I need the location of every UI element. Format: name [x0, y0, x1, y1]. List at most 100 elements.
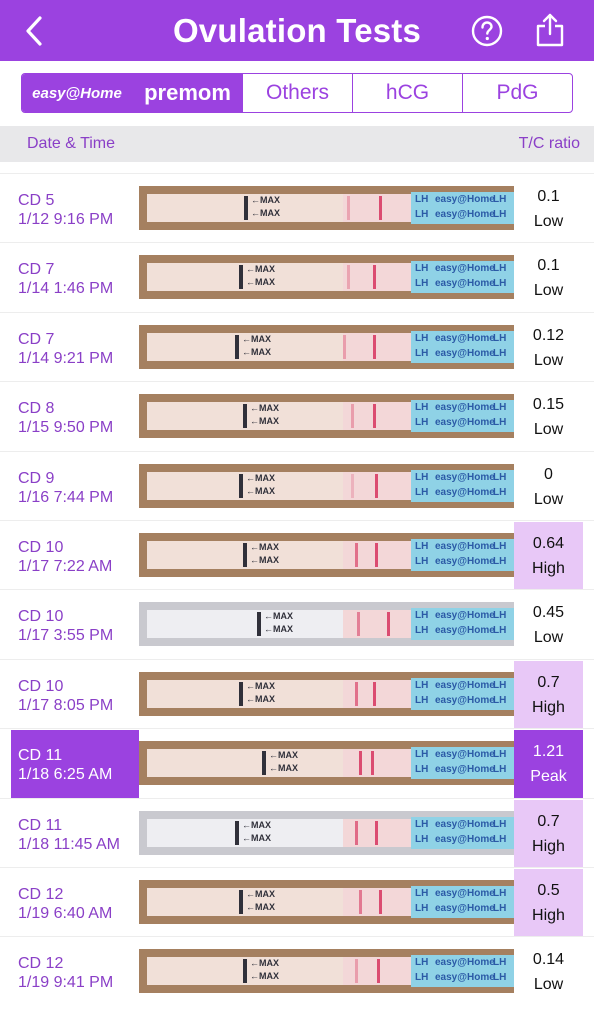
- lh-label: LH: [493, 471, 507, 483]
- strip-body: ←MAX ←MAX: [147, 540, 419, 569]
- lh-label: LH: [415, 417, 429, 429]
- test-row[interactable]: CD 10 1/17 7:22 AM ←MAX ←MAX LH easy@Home LH LH…: [0, 519, 594, 590]
- max-arrow-label: ←MAX: [246, 693, 275, 704]
- test-row[interactable]: CD 10 1/17 8:05 PM ←MAX ←MAX LH easy@Home LH LH…: [0, 658, 594, 729]
- test-strip-image[interactable]: ←MAX ←MAX LH easy@Home LH LH easy@Home LH: [139, 394, 514, 439]
- back-button[interactable]: [20, 14, 50, 48]
- tc-ratio-value: 0.7: [537, 812, 560, 830]
- row-date-time: CD 5 1/12 9:16 PM: [18, 191, 113, 229]
- test-strip-image[interactable]: ←MAX ←MAX LH easy@Home LH LH easy@Home LH: [139, 324, 514, 369]
- tc-ratio-cell: 0.7 High: [514, 660, 583, 729]
- brand-label: easy@Home: [435, 486, 495, 498]
- lh-label: LH: [493, 194, 507, 205]
- control-line: [387, 612, 390, 637]
- test-date-label: 1/16 7:44 PM: [18, 488, 114, 506]
- control-line: [375, 542, 378, 567]
- max-arrow-label: ←MAX: [250, 416, 279, 427]
- lh-label: LH: [415, 833, 429, 845]
- brand-label: easy@Home: [435, 887, 495, 899]
- test-strip-image[interactable]: ←MAX ←MAX LH easy@Home LH LH easy@Home LH: [139, 463, 514, 508]
- lh-label: LH: [415, 749, 429, 761]
- tab-pdg[interactable]: PdG: [496, 81, 539, 104]
- tc-ratio-value: 0.1: [537, 257, 560, 275]
- test-row[interactable]: CD 11 1/18 6:25 AM ←MAX ←MAX LH easy@Home LH LH…: [0, 728, 594, 799]
- lh-label: LH: [415, 194, 429, 205]
- max-arrow-label: ←MAX: [264, 624, 293, 635]
- max-arrow-label: ←MAX: [269, 750, 298, 761]
- test-row[interactable]: CD 12 1/19 9:41 PM ←MAX ←MAX LH easy@Home LH LH…: [0, 936, 594, 1005]
- lh-label: LH: [493, 887, 507, 899]
- test-strip-image[interactable]: ←MAX ←MAX LH easy@Home LH LH easy@Home LH: [139, 949, 514, 994]
- column-header-tc-ratio: T/C ratio: [518, 135, 580, 152]
- brand-tab-bar: easy@Home premom Others hCG PdG: [21, 73, 573, 113]
- cycle-day-label: CD 9: [18, 469, 55, 487]
- test-row[interactable]: CD 9 1/16 7:44 PM ←MAX ←MAX LH easy@Home LH LH e…: [0, 450, 594, 520]
- lh-label: LH: [415, 471, 429, 483]
- test-strip-image[interactable]: ←MAX ←MAX LH easy@Home LH LH easy@Home LH: [139, 255, 514, 300]
- test-date-label: 1/12 9:16 PM: [18, 211, 114, 228]
- control-line: [373, 334, 376, 359]
- cycle-day-label: CD 12: [18, 955, 64, 973]
- test-row[interactable]: CD 12 1/19 6:40 AM ←MAX ←MAX LH easy@Home LH LH…: [0, 866, 594, 937]
- brand-label: easy@Home: [435, 332, 495, 344]
- strip-body: ←MAX ←MAX: [147, 610, 419, 639]
- test-row[interactable]: CD 10 1/17 3:55 PM ←MAX ←MAX LH easy@Home LH LH…: [0, 589, 594, 658]
- test-strip-image[interactable]: ←MAX ←MAX LH easy@Home LH LH easy@Home LH: [139, 602, 514, 647]
- brand-label: easy@Home: [435, 610, 495, 622]
- test-strip-image[interactable]: ←MAX ←MAX LH easy@Home LH LH easy@Home LH: [139, 671, 514, 716]
- control-line: [375, 473, 378, 498]
- max-arrow-label: ←MAX: [246, 472, 275, 483]
- test-date-label: 1/17 7:22 AM: [18, 557, 113, 575]
- lh-label: LH: [415, 972, 429, 984]
- test-strip-image[interactable]: ←MAX ←MAX LH easy@Home LH LH easy@Home LH: [139, 810, 514, 855]
- lh-label: LH: [493, 694, 507, 706]
- test-row[interactable]: CD 7 1/14 9:21 PM ←MAX ←MAX LH easy@Home LH LH e…: [0, 311, 594, 381]
- tc-ratio-cell: 0.1 Low: [514, 175, 583, 243]
- lh-label: LH: [415, 610, 429, 622]
- tab-easy-at-home[interactable]: easy@Home: [22, 74, 133, 112]
- lh-label: LH: [493, 417, 507, 429]
- selected-row-highlight: [11, 730, 139, 799]
- row-date-time: CD 10 1/17 3:55 PM: [18, 607, 113, 645]
- lh-level-label: Low: [533, 490, 564, 508]
- max-arrow-label: ←MAX: [246, 277, 275, 288]
- cycle-day-label: CD 10: [18, 608, 64, 626]
- max-line-marker: [243, 959, 247, 984]
- test-strip-image[interactable]: ←MAX ←MAX LH easy@Home LH LH easy@Home LH: [139, 532, 514, 577]
- share-button[interactable]: [535, 12, 565, 48]
- test-strip-image[interactable]: ←MAX ←MAX LH easy@Home LH LH easy@Home LH: [139, 879, 514, 924]
- tab-hcg[interactable]: hCG: [353, 74, 463, 112]
- lh-label: LH: [415, 764, 429, 776]
- nav-bar: Ovulation Tests: [0, 0, 594, 61]
- help-button[interactable]: [471, 15, 503, 47]
- test-line: [343, 334, 346, 359]
- test-list: CD 5 1/12 9:16 PM ←MAX ←MAX LH easy@Home LH LH e…: [0, 173, 594, 1006]
- brand-label: easy@Home: [435, 417, 495, 429]
- test-row[interactable]: CD 7 1/14 1:46 PM ←MAX ←MAX LH easy@Home LH LH e…: [0, 242, 594, 311]
- row-date-time: CD 12 1/19 9:41 PM: [18, 954, 113, 992]
- column-header-date-time: Date & Time: [27, 135, 116, 152]
- lh-label: LH: [493, 555, 507, 567]
- test-strip-image[interactable]: ←MAX ←MAX LH easy@Home LH LH easy@Home LH: [139, 186, 514, 230]
- test-row[interactable]: CD 11 1/18 11:45 AM ←MAX ←MAX LH easy@Home LH L…: [0, 797, 594, 868]
- cycle-day-label: CD 10: [18, 677, 64, 695]
- test-line: [351, 473, 354, 498]
- test-row[interactable]: CD 8 1/15 9:50 PM ←MAX ←MAX LH easy@Home LH LH e…: [0, 381, 594, 450]
- brand-label: easy@Home: [435, 818, 495, 830]
- max-line-marker: [257, 612, 261, 637]
- test-row[interactable]: CD 5 1/12 9:16 PM ←MAX ←MAX LH easy@Home LH LH e…: [0, 173, 594, 242]
- tab-others[interactable]: Others: [243, 74, 353, 112]
- tc-ratio-cell: 0.15 Low: [514, 383, 583, 451]
- brand-label: easy@Home: [435, 764, 495, 776]
- max-arrow-label: ←MAX: [250, 958, 279, 969]
- control-line: [375, 820, 378, 845]
- max-arrow-label: ←MAX: [250, 541, 279, 552]
- brand-label: easy@Home: [435, 833, 495, 845]
- lh-label: LH: [493, 610, 507, 622]
- max-line-marker: [239, 889, 243, 914]
- row-date-time: CD 7 1/14 1:46 PM: [18, 260, 113, 298]
- tab-premom[interactable]: premom: [133, 74, 243, 112]
- cycle-day-label: CD 11: [18, 816, 63, 834]
- test-strip-image[interactable]: ←MAX ←MAX LH easy@Home LH LH easy@Home LH: [139, 741, 514, 786]
- max-arrow-label: ←MAX: [246, 264, 275, 275]
